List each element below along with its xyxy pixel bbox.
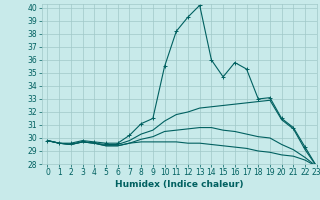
X-axis label: Humidex (Indice chaleur): Humidex (Indice chaleur) — [115, 180, 244, 189]
